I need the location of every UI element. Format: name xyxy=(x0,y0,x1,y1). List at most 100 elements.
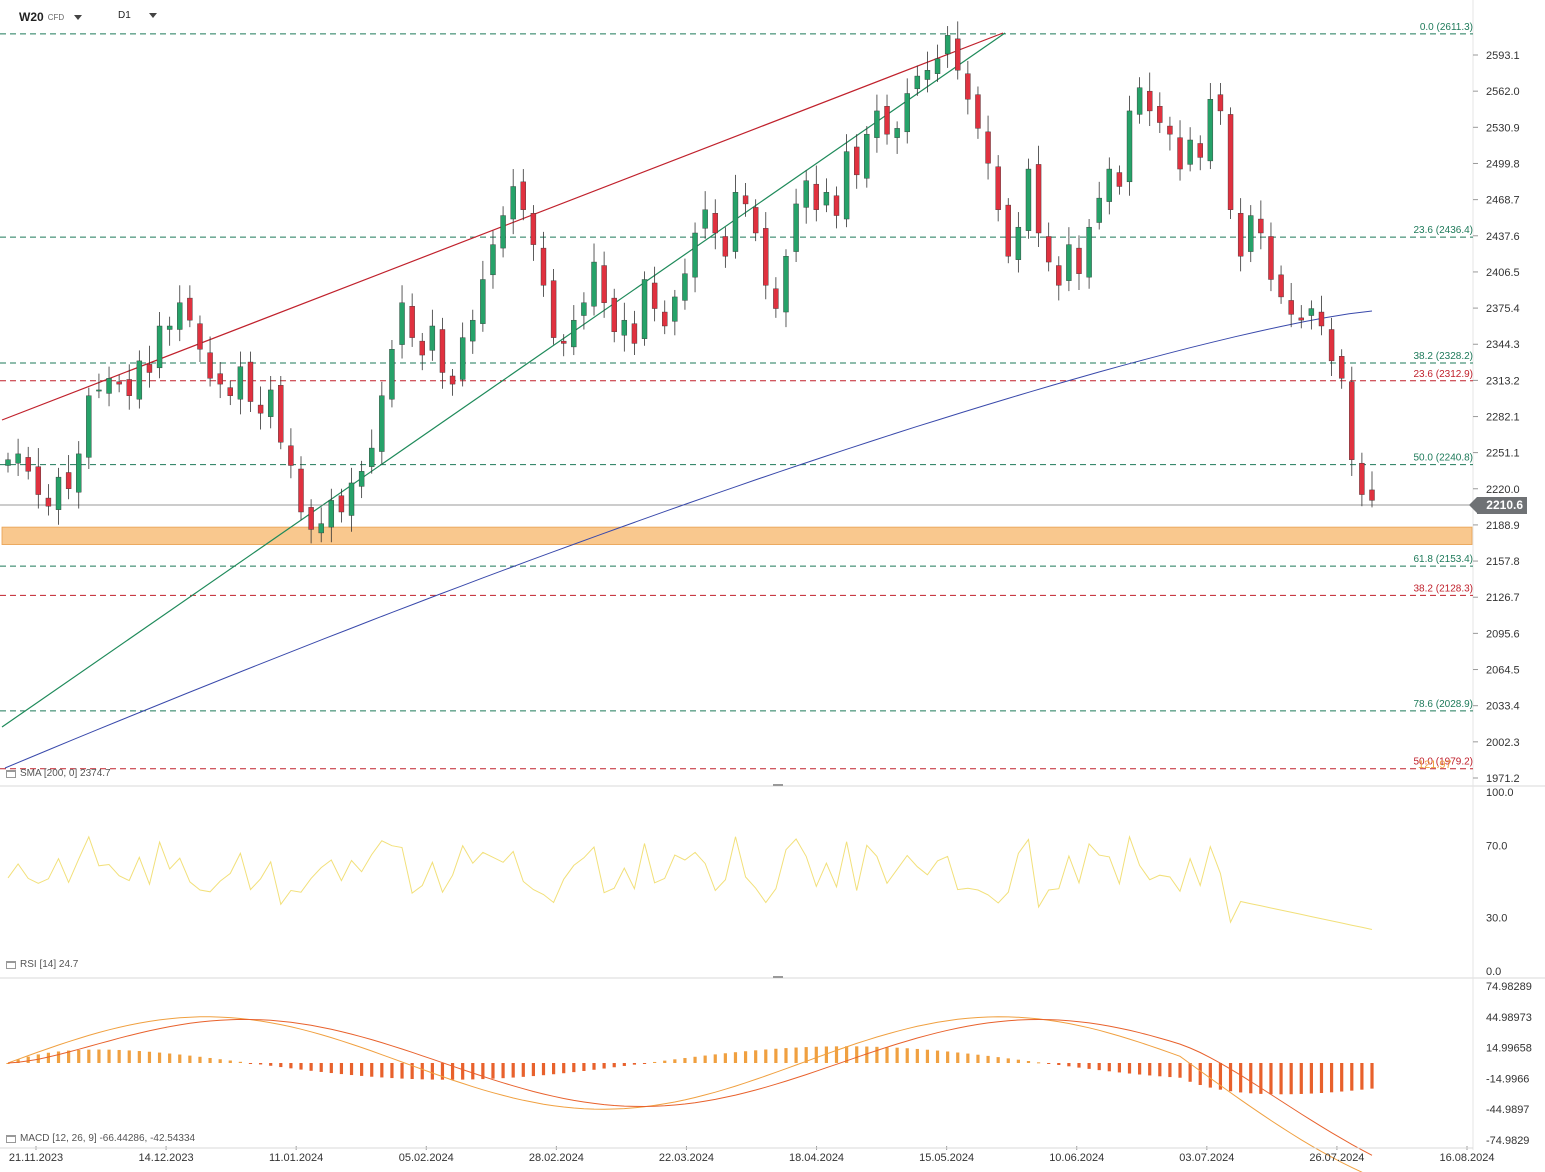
candle[interactable] xyxy=(217,373,223,385)
candle[interactable] xyxy=(146,364,153,373)
indicator-settings-icon[interactable] xyxy=(6,960,16,969)
candle[interactable] xyxy=(1177,137,1183,170)
candle[interactable] xyxy=(571,319,577,348)
candle[interactable] xyxy=(864,133,870,179)
candle[interactable] xyxy=(86,395,92,458)
candle[interactable] xyxy=(116,381,122,385)
candle[interactable] xyxy=(1086,226,1092,278)
candle[interactable] xyxy=(1056,265,1062,286)
candle[interactable] xyxy=(106,378,112,394)
candle[interactable] xyxy=(298,468,304,513)
candle[interactable] xyxy=(793,203,799,252)
candle[interactable] xyxy=(1025,168,1032,231)
candle[interactable] xyxy=(480,279,486,324)
candle[interactable] xyxy=(1217,94,1224,112)
candle[interactable] xyxy=(682,273,688,301)
candle[interactable] xyxy=(25,457,31,472)
candle[interactable] xyxy=(854,146,860,176)
candle[interactable] xyxy=(45,497,52,507)
rsi-line[interactable] xyxy=(7,834,1373,930)
candle[interactable] xyxy=(177,302,183,330)
candle[interactable] xyxy=(944,35,951,55)
candle[interactable] xyxy=(399,302,405,345)
candle[interactable] xyxy=(924,70,931,80)
candle[interactable] xyxy=(358,471,365,487)
candle[interactable] xyxy=(955,38,961,71)
candle[interactable] xyxy=(1015,226,1022,260)
candle[interactable] xyxy=(540,247,547,286)
candle[interactable] xyxy=(894,128,900,138)
candle[interactable] xyxy=(459,337,466,380)
rsi-legend[interactable]: RSI [14] 24.7 xyxy=(6,959,78,970)
macd-legend[interactable]: MACD [12, 26, 9] -66.44286, -42.54334 xyxy=(6,1133,195,1144)
timeframe-selector[interactable]: D1 xyxy=(118,10,157,21)
pane-resize-handle[interactable] xyxy=(773,784,783,786)
pane-resize-handle[interactable] xyxy=(773,976,783,978)
candle[interactable] xyxy=(470,319,476,342)
candle[interactable] xyxy=(328,500,335,528)
candle[interactable] xyxy=(631,323,638,344)
candle[interactable] xyxy=(1157,106,1163,123)
candle[interactable] xyxy=(490,244,496,276)
candle[interactable] xyxy=(1116,172,1123,187)
candle[interactable] xyxy=(197,323,203,350)
candle[interactable] xyxy=(76,453,82,493)
candle[interactable] xyxy=(1318,311,1325,327)
candle[interactable] xyxy=(692,232,698,278)
candle[interactable] xyxy=(1338,356,1345,379)
candle[interactable] xyxy=(975,94,981,129)
candle[interactable] xyxy=(96,389,102,392)
candle[interactable] xyxy=(166,325,173,330)
candle[interactable] xyxy=(338,495,345,513)
candle[interactable] xyxy=(5,459,11,466)
candle[interactable] xyxy=(409,306,415,338)
candle[interactable] xyxy=(1126,110,1133,183)
candle[interactable] xyxy=(1136,87,1143,115)
candle[interactable] xyxy=(1066,244,1072,281)
sma-line[interactable] xyxy=(4,310,1373,769)
candle[interactable] xyxy=(1167,125,1173,135)
candle[interactable] xyxy=(934,58,941,74)
candle[interactable] xyxy=(722,236,729,257)
candle[interactable] xyxy=(732,192,739,252)
candle[interactable] xyxy=(15,453,21,464)
candle[interactable] xyxy=(803,180,809,208)
candle[interactable] xyxy=(429,325,436,351)
candle[interactable] xyxy=(247,361,254,402)
candle[interactable] xyxy=(369,447,375,467)
candle[interactable] xyxy=(995,166,1001,210)
indicator-settings-icon[interactable] xyxy=(6,769,16,778)
candle[interactable] xyxy=(1359,462,1365,495)
candle[interactable] xyxy=(389,349,395,400)
candle[interactable] xyxy=(278,385,284,443)
candle[interactable] xyxy=(237,366,244,400)
candle[interactable] xyxy=(439,329,446,373)
candle[interactable] xyxy=(561,340,567,344)
candle[interactable] xyxy=(187,297,193,321)
candle[interactable] xyxy=(1288,300,1294,315)
candle[interactable] xyxy=(783,256,789,313)
candle[interactable] xyxy=(1258,218,1264,234)
candle[interactable] xyxy=(55,476,62,510)
candle[interactable] xyxy=(500,215,506,249)
candle[interactable] xyxy=(1187,139,1193,165)
candle[interactable] xyxy=(874,110,880,138)
candle[interactable] xyxy=(288,445,294,466)
candle[interactable] xyxy=(601,265,607,303)
candle[interactable] xyxy=(884,106,890,135)
candle[interactable] xyxy=(419,340,425,356)
candle[interactable] xyxy=(510,186,516,220)
support-trendline[interactable] xyxy=(1,32,1006,728)
candle[interactable] xyxy=(742,195,749,205)
candle[interactable] xyxy=(611,297,617,333)
candle[interactable] xyxy=(207,352,213,379)
candle[interactable] xyxy=(985,131,991,164)
candle[interactable] xyxy=(348,482,355,516)
candle[interactable] xyxy=(379,395,385,452)
candle[interactable] xyxy=(843,151,850,220)
candle[interactable] xyxy=(1349,381,1355,460)
candle[interactable] xyxy=(773,288,779,309)
candle[interactable] xyxy=(712,213,718,234)
candle[interactable] xyxy=(1096,197,1102,223)
